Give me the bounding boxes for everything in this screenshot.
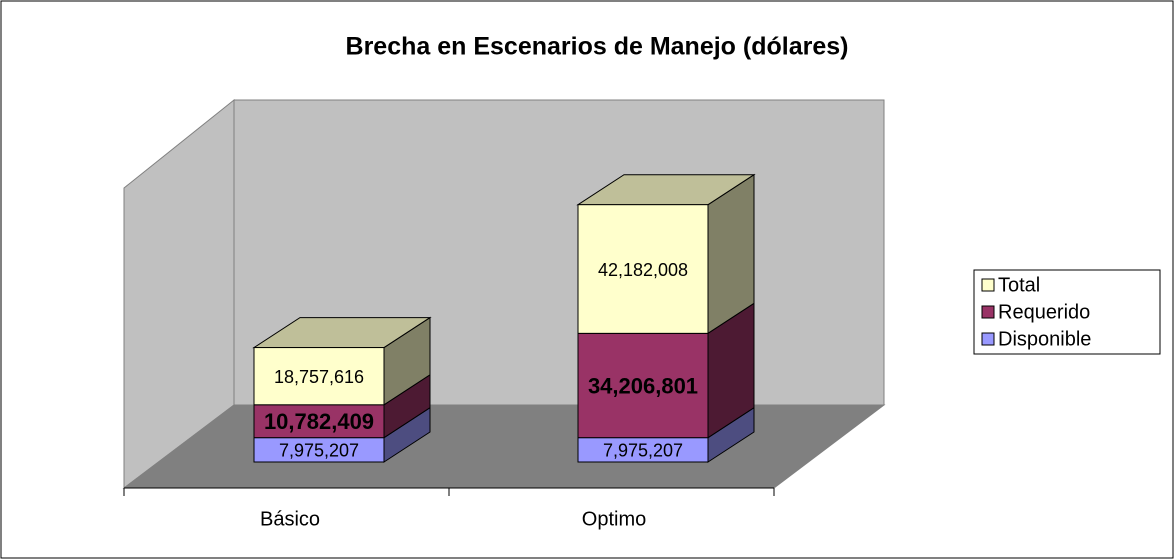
- bar: [577, 332, 709, 439]
- data-label: 7,975,207: [279, 441, 359, 461]
- legend-swatch: [981, 332, 995, 346]
- bar: [253, 347, 385, 406]
- data-label: 10,782,409: [264, 409, 374, 434]
- data-label: 18,757,616: [274, 367, 364, 387]
- legend-label: Disponible: [998, 328, 1091, 350]
- legend-swatch: [981, 305, 995, 319]
- x-tick-label: Optimo: [582, 508, 646, 530]
- bar: [577, 437, 709, 463]
- chart-title: Brecha en Escenarios de Manejo (dólares): [346, 33, 849, 61]
- data-label: 42,182,008: [598, 260, 688, 280]
- bar: [253, 437, 385, 463]
- legend-label: Total: [998, 274, 1040, 296]
- legend-box: [973, 269, 1161, 355]
- legend-label: Requerido: [998, 301, 1090, 323]
- legend-swatch: [981, 278, 995, 292]
- floor: [122, 404, 886, 489]
- bar: [577, 204, 709, 334]
- x-tick-label: Básico: [260, 508, 320, 530]
- legend: [973, 269, 1161, 355]
- data-label: 7,975,207: [603, 441, 683, 461]
- data-label: 34,206,801: [588, 373, 698, 398]
